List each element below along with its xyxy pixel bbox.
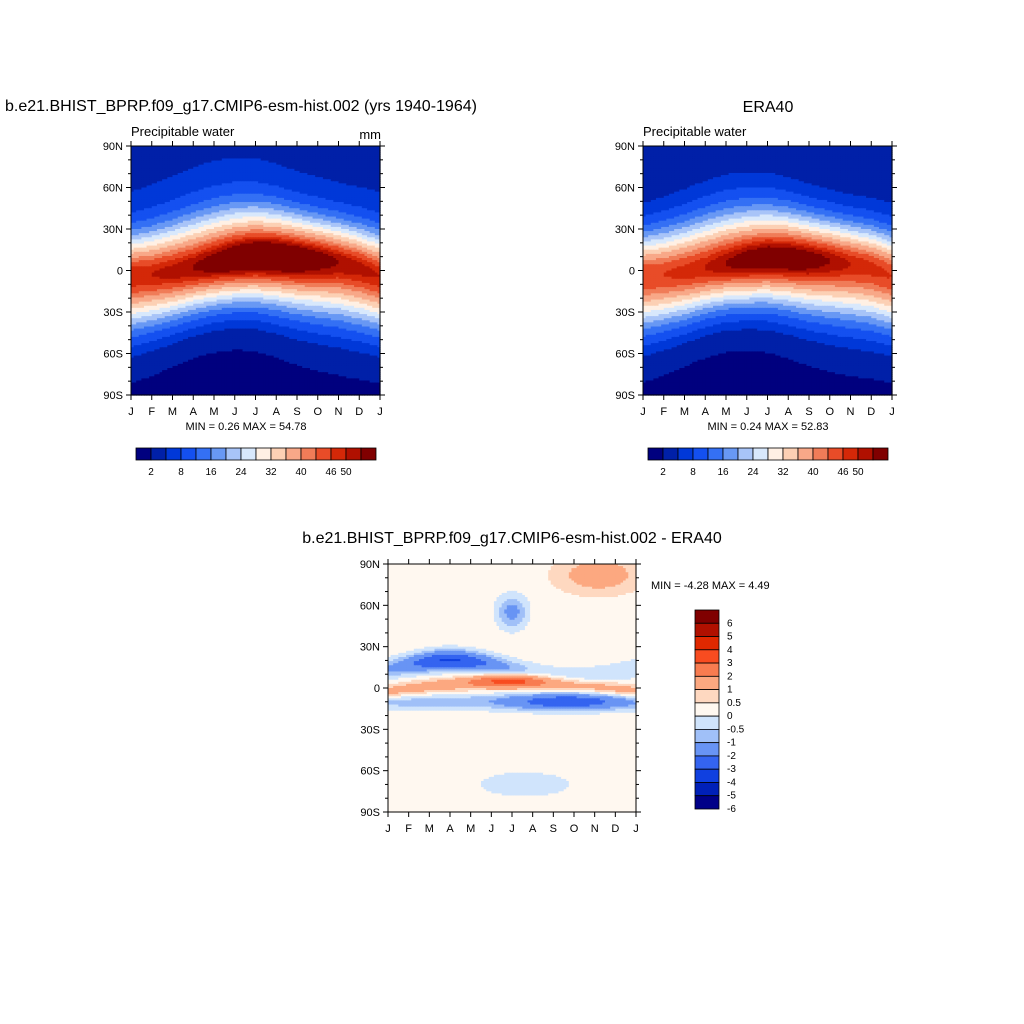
panel-model-title: b.e21.BHIST_BPRP.f09_g17.CMIP6-esm-hist.… [5, 98, 477, 115]
panel-model: b.e21.BHIST_BPRP.f09_g17.CMIP6-esm-hist.… [5, 98, 477, 478]
panel-model-heatmap [131, 146, 381, 396]
panel-model-subtitle: Precipitable water [131, 124, 235, 139]
figure-canvas: b.e21.BHIST_BPRP.f09_g17.CMIP6-esm-hist.… [0, 0, 1024, 1024]
panel-model-units: mm [359, 127, 381, 142]
